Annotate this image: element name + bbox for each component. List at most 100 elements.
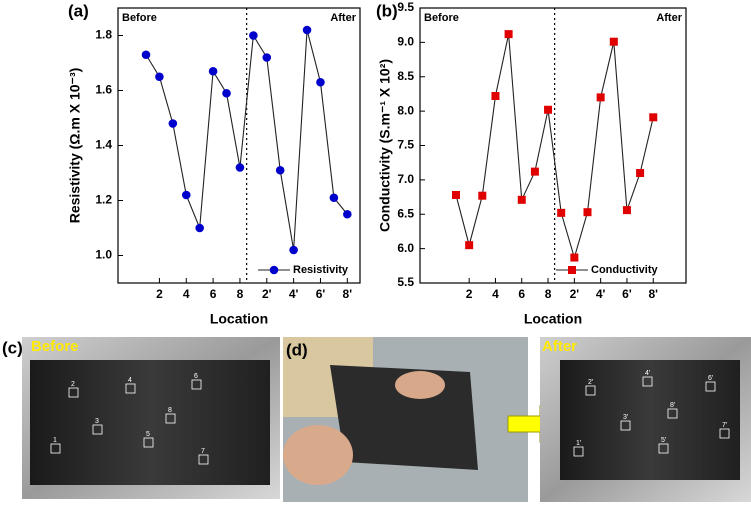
location-box [68,387,79,398]
location-number: 5' [661,437,666,444]
panel-label: (d) [286,340,308,359]
x-tick-label: 6' [316,287,326,301]
x-tick-label: 2 [156,287,163,301]
location-number: 1 [53,437,57,444]
location-number: 1' [576,440,581,447]
point [208,66,218,76]
location-number: 8 [168,407,172,414]
photo-caption: Before [31,338,79,355]
x-tick-label: 8' [343,287,353,301]
point [316,77,325,87]
location-number: 3 [95,418,99,425]
location-box [198,454,209,465]
x-tick-label: 4 [183,287,190,301]
point [570,253,579,262]
point [636,169,645,177]
y-tick-label: 6.5 [397,206,414,220]
panel-label: (a) [68,1,89,20]
point [155,72,164,82]
location-box [50,443,61,454]
x-tick-label: 8' [648,287,658,301]
point [141,50,151,60]
line [455,34,654,260]
point [609,37,618,46]
location-box [658,443,669,454]
point [269,265,279,275]
y-tick-label: 7.5 [397,138,414,152]
x-axis-label: Location [524,311,582,327]
location-box [585,385,596,396]
location-number: 2 [71,381,75,388]
location-number: 6 [194,373,198,380]
x-tick-label: 4' [289,287,299,301]
point [649,113,658,122]
y-tick-label: 9.0 [397,35,414,49]
y-tick-label: 9.5 [397,0,414,14]
location-number: 7 [201,448,205,455]
point [568,266,576,274]
location-number: 3' [623,414,628,421]
annotation: After [656,12,682,24]
x-tick-label: 4' [596,287,606,301]
point [343,209,352,219]
location-box [165,413,176,424]
y-tick-label: 5.5 [397,275,414,289]
location-number: 7' [722,422,727,429]
photo-bending [283,337,528,502]
location-number: 5 [146,431,150,438]
point [544,105,553,114]
y-tick-label: 1.8 [95,28,112,42]
point [329,193,339,203]
point [181,190,191,200]
location-box [642,376,653,387]
point [530,167,539,176]
annotation: Before [122,12,157,24]
y-tick-label: 1.4 [95,138,112,152]
panel-label: (c) [2,338,23,357]
x-tick-label: 6 [518,287,525,301]
photo-after [540,337,751,502]
location-box [667,408,678,419]
legend-label: Resistivity [293,264,349,276]
plot-frame [117,7,361,284]
y-tick-label: 6.0 [397,241,414,255]
point [504,30,513,39]
annotation: Before [424,12,459,24]
photo-before [22,337,280,499]
point [465,241,474,250]
y-tick-label: 1.6 [95,83,112,97]
location-number: 2' [588,379,593,386]
y-axis-label: Conductivity (S.m⁻¹ X 10²) [377,59,393,232]
location-number: 6' [708,375,713,382]
location-box [125,383,136,394]
x-tick-label: 6 [210,287,217,301]
location-box [92,424,103,435]
panel-label: (b) [376,1,398,20]
y-tick-label: 8.5 [397,69,414,83]
legend-label: Conductivity [591,264,658,276]
location-box [705,381,716,392]
point [557,208,566,217]
x-axis-label: Location [210,311,268,327]
point [596,93,605,102]
line [145,29,348,251]
location-box [719,428,730,439]
point [478,191,487,200]
point [583,208,592,217]
y-tick-label: 1.0 [95,248,112,262]
x-tick-label: 8 [237,287,244,301]
x-tick-label: 4 [492,287,499,301]
x-tick-label: 6' [622,287,632,301]
point [262,53,272,62]
point [195,223,204,233]
location-number: 4 [128,377,132,384]
y-tick-label: 7.0 [397,172,414,186]
point [491,92,500,100]
point [168,119,178,128]
point [235,163,245,172]
point [289,245,298,255]
point [302,25,312,35]
point [249,31,258,40]
x-tick-label: 2' [570,287,580,301]
